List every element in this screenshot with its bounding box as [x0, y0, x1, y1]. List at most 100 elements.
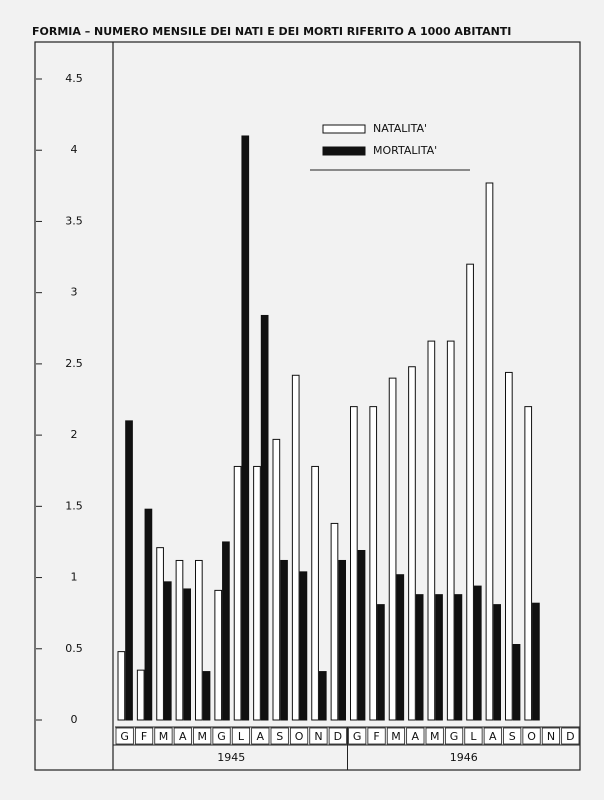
birth-bar: [388, 377, 397, 721]
category-cell: [231, 727, 251, 745]
birth-bar: [369, 406, 378, 721]
x-tick-label: A: [179, 730, 187, 743]
birth-bar: [195, 559, 203, 721]
category-cell: [289, 727, 309, 745]
birth-bar: [505, 371, 513, 721]
birth-bar: [214, 589, 223, 721]
death-bar: [183, 588, 191, 721]
x-tick-label: L: [470, 730, 477, 743]
death-bar: [415, 594, 424, 721]
year-label: 1946: [450, 751, 478, 764]
category-cell: [483, 727, 502, 745]
category-cell: [444, 727, 464, 745]
death-bar: [299, 571, 308, 721]
death-bar: [532, 602, 540, 721]
death-bar: [377, 604, 385, 721]
birth-bar: [524, 406, 533, 721]
x-tick-label: M: [430, 730, 440, 743]
x-tick-label: L: [238, 730, 245, 743]
category-cell: [425, 727, 444, 745]
birth-bar: [330, 522, 339, 721]
birth-bar: [466, 263, 474, 721]
birth-bar: [272, 438, 281, 721]
death-bar: [338, 559, 346, 721]
y-tick-label: 0: [71, 713, 78, 726]
y-tick-label: 4.5: [65, 72, 83, 85]
birth-bar: [485, 182, 494, 721]
category-cell: [367, 727, 386, 745]
death-bar: [493, 604, 501, 721]
death-bar: [260, 314, 269, 721]
death-bar: [241, 135, 250, 721]
birth-bar: [427, 340, 436, 721]
death-bar: [473, 585, 482, 721]
death-bar: [222, 541, 230, 721]
birth-bar: [175, 559, 184, 721]
category-cell: [464, 727, 483, 745]
legend-label: MORTALITA': [373, 144, 437, 157]
y-tick-label: 1: [71, 571, 78, 584]
x-tick-label: O: [295, 730, 304, 743]
x-tick-label: M: [159, 730, 169, 743]
x-tick-label: G: [217, 730, 226, 743]
birth-bar: [350, 406, 358, 721]
birth-bar: [311, 465, 319, 721]
category-cell: [193, 727, 212, 745]
category-cell: [406, 727, 425, 745]
birth-bar: [253, 465, 261, 721]
frame: [34, 41, 581, 771]
category-cell: [348, 727, 367, 745]
death-bar: [144, 508, 153, 721]
x-tick-label: D: [566, 730, 574, 743]
y-tick-label: 3: [71, 286, 78, 299]
x-tick-label: G: [120, 730, 129, 743]
birth-bar: [446, 340, 455, 721]
death-bar: [318, 671, 327, 721]
x-tick-label: M: [391, 730, 401, 743]
death-bar: [280, 559, 288, 721]
legend-swatch: [322, 124, 366, 134]
year-label: 1945: [217, 751, 245, 764]
category-cell: [328, 727, 347, 745]
category-cell: [251, 727, 270, 745]
birth-bar: [408, 366, 416, 721]
x-tick-label: N: [314, 730, 322, 743]
category-cell: [503, 727, 522, 745]
x-tick-label: G: [353, 730, 362, 743]
y-tick-label: 2: [71, 428, 78, 441]
x-tick-label: M: [197, 730, 207, 743]
chart-title: FORMIA – NUMERO MENSILE DEI NATI E DEI M…: [32, 25, 511, 38]
birth-bar: [291, 374, 300, 721]
category-cell: [270, 727, 289, 745]
death-bar: [512, 644, 521, 721]
x-tick-label: S: [509, 730, 516, 743]
death-bar: [435, 594, 443, 721]
birth-bar: [136, 669, 145, 721]
x-tick-label: F: [141, 730, 147, 743]
y-tick-label: 2.5: [65, 357, 83, 370]
y-tick-label: 4: [71, 143, 78, 156]
category-cell: [154, 727, 173, 745]
birth-bar: [117, 651, 126, 721]
x-tick-label: A: [257, 730, 265, 743]
death-bar: [454, 594, 463, 721]
category-cell: [134, 727, 154, 745]
x-tick-label: D: [334, 730, 342, 743]
x-tick-label: O: [527, 730, 536, 743]
death-bar: [125, 420, 133, 721]
category-cell: [309, 727, 328, 745]
death-bar: [202, 671, 211, 721]
x-tick-label: G: [450, 730, 459, 743]
x-tick-label: S: [276, 730, 283, 743]
x-tick-label: F: [373, 730, 379, 743]
y-tick-label: 0.5: [65, 642, 83, 655]
category-cell: [115, 727, 134, 745]
x-tick-label: N: [547, 730, 555, 743]
x-tick-label: A: [489, 730, 497, 743]
birth-bar: [156, 547, 164, 721]
legend-swatch: [322, 146, 366, 156]
y-tick-label: 3.5: [65, 214, 83, 227]
category-cell: [561, 727, 580, 745]
category-cell: [212, 727, 231, 745]
